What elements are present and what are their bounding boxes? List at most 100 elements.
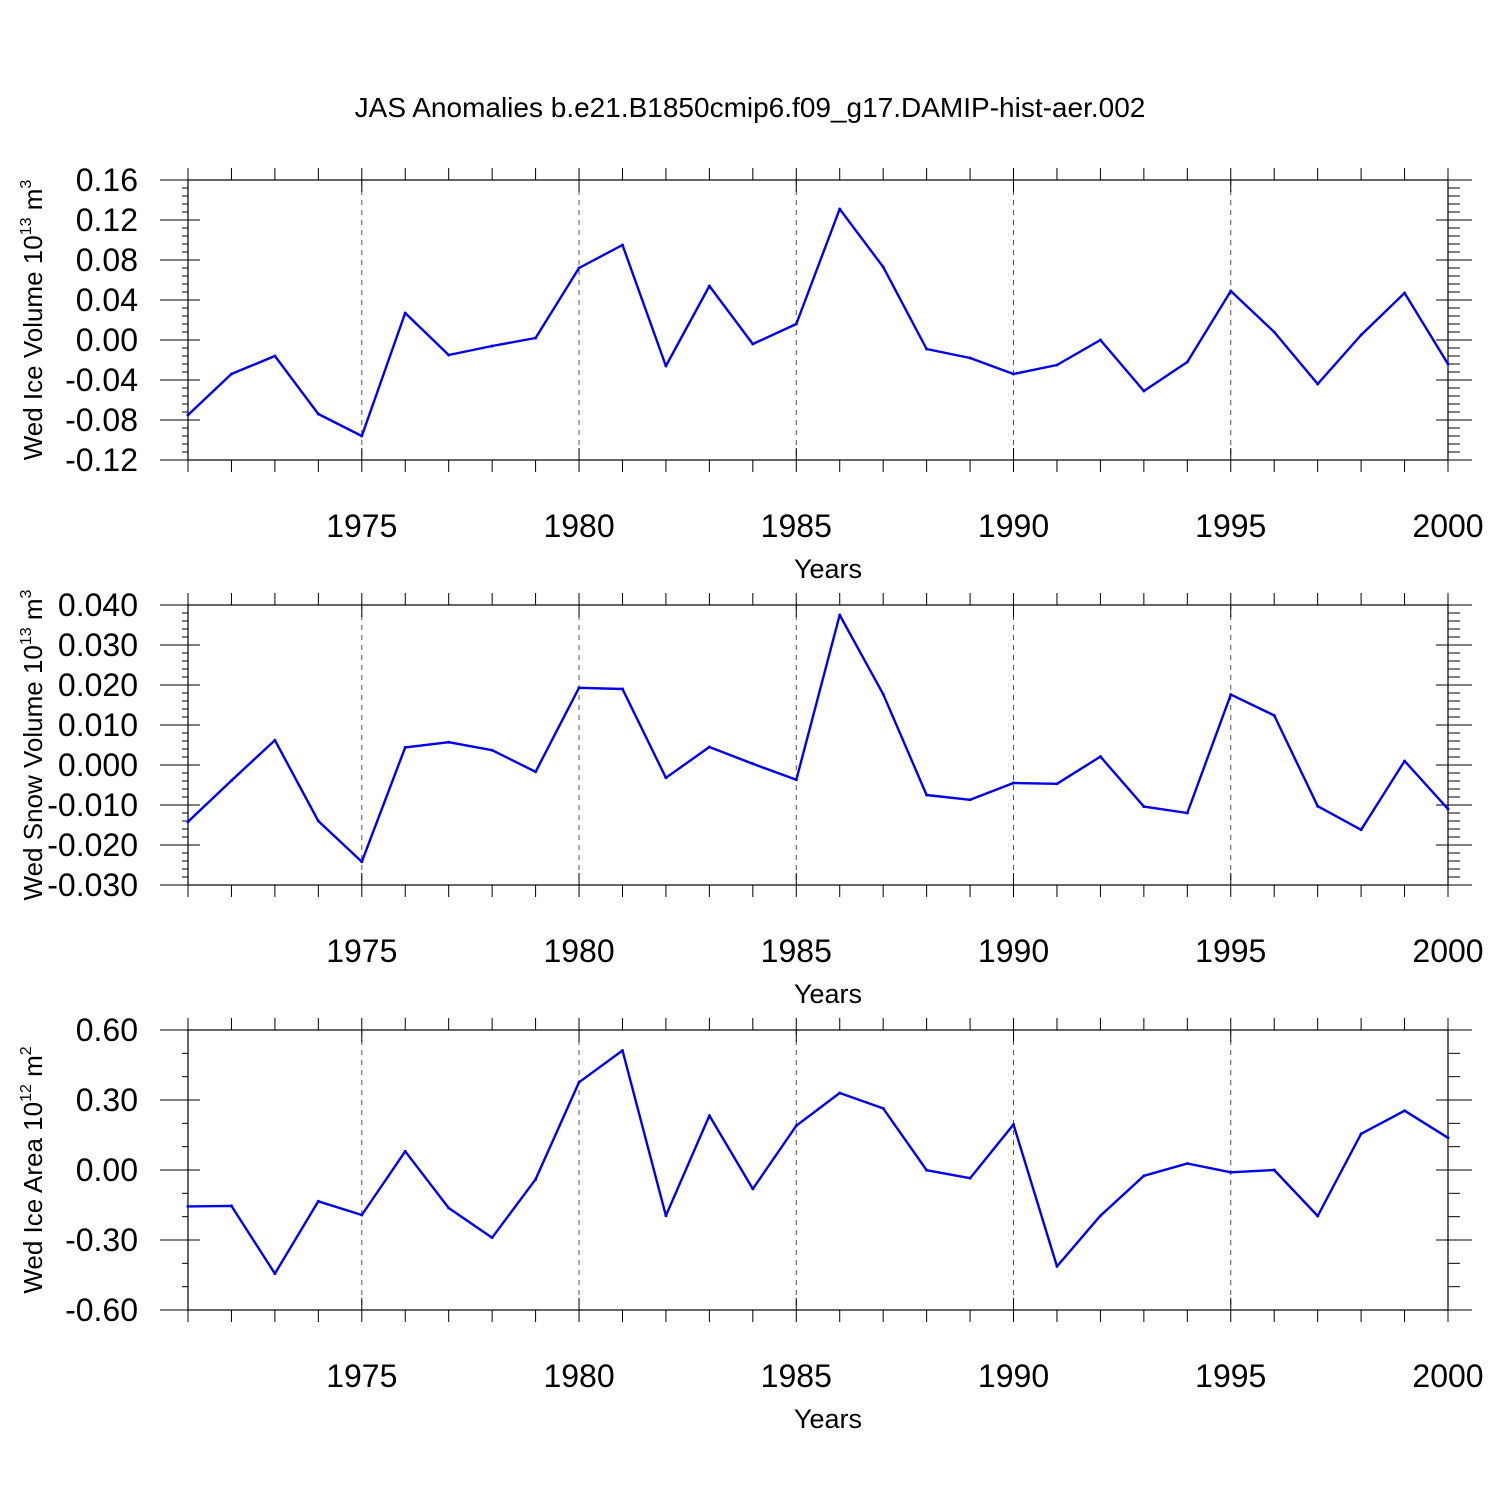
y-tick-label: -0.030 — [47, 867, 138, 903]
data-point — [751, 762, 755, 766]
data-point — [1012, 1123, 1016, 1126]
data-point — [534, 1177, 538, 1181]
data-point — [1142, 805, 1146, 809]
data-point — [186, 1204, 190, 1208]
data-point — [403, 1149, 407, 1153]
data-point — [1403, 759, 1407, 763]
x-tick-label: 1980 — [543, 933, 614, 969]
plot-frame — [187, 604, 1449, 886]
data-point — [620, 1049, 624, 1053]
series-line — [187, 207, 1450, 438]
x-tick-label: 1985 — [761, 508, 832, 544]
data-point — [707, 1114, 711, 1118]
data-point — [534, 336, 538, 340]
data-point — [1446, 362, 1450, 366]
data-point — [925, 1168, 929, 1172]
y-tick-label: 0.020 — [58, 667, 138, 703]
data-point — [881, 692, 885, 696]
data-point — [1272, 330, 1276, 334]
panels: 1975 1980 1985 1990 1995 2000 Years -0.12 -0.08 -… — [18, 162, 1484, 1434]
y-tick-label: -0.04 — [65, 362, 138, 398]
plot-frame — [187, 179, 1449, 461]
data-point — [577, 686, 581, 690]
data-point — [1142, 389, 1146, 393]
y-tick-label: -0.010 — [47, 787, 138, 823]
data-point — [490, 748, 494, 752]
x-tick-label: 1995 — [1195, 508, 1266, 544]
data-point — [1012, 781, 1016, 785]
data-point — [447, 740, 451, 744]
x-tick-label: 1980 — [543, 1358, 614, 1394]
data-point — [794, 322, 798, 326]
data-point — [838, 207, 842, 211]
y-tick-label: 0.04 — [76, 282, 138, 318]
y-axis-label: Wed Ice Area 1012 m2 — [18, 1046, 48, 1293]
x-tick-label: 1975 — [326, 508, 397, 544]
y-tick-label: 0.00 — [76, 322, 138, 358]
data-point — [360, 1213, 364, 1217]
y-tick-label: 0.00 — [76, 1152, 138, 1188]
x-tick-label: 2000 — [1412, 508, 1483, 544]
y-tick-label: 0.030 — [58, 627, 138, 663]
x-tick-label: 2000 — [1412, 1358, 1483, 1394]
data-point — [273, 1272, 277, 1276]
data-point — [360, 860, 364, 864]
data-point — [664, 364, 668, 368]
data-point — [186, 820, 190, 824]
data-point — [925, 793, 929, 797]
data-point — [1185, 360, 1189, 364]
data-point — [273, 738, 277, 742]
chart-title: JAS Anomalies b.e21.B1850cmip6.f09_g17.D… — [355, 92, 1146, 123]
y-tick-label: 0.000 — [58, 747, 138, 783]
x-tick-label: 1990 — [978, 933, 1049, 969]
x-tick-label: 1975 — [326, 1358, 397, 1394]
x-tick-label: 2000 — [1412, 933, 1483, 969]
data-point — [577, 1080, 581, 1084]
data-point — [707, 745, 711, 749]
data-point — [707, 284, 711, 288]
data-point — [925, 347, 929, 351]
data-point — [1142, 1174, 1146, 1178]
data-point — [838, 1091, 842, 1095]
data-point — [664, 776, 668, 780]
y-axis-label: Wed Snow Volume 1013 m3 — [18, 589, 48, 900]
y-tick-label: -0.020 — [47, 827, 138, 863]
data-point — [1316, 1214, 1320, 1218]
data-point — [968, 798, 972, 802]
data-point — [1403, 291, 1407, 295]
data-point — [186, 413, 190, 417]
data-point — [881, 1106, 885, 1110]
data-point — [1229, 1170, 1233, 1174]
y-tick-label: 0.60 — [76, 1012, 138, 1048]
data-point — [360, 434, 364, 438]
panel-1: 1975 1980 1985 1990 1995 2000 Years -0.12 -0.08 -… — [18, 162, 1484, 584]
x-tick-label: 1980 — [543, 508, 614, 544]
data-point — [403, 745, 407, 749]
data-point — [229, 779, 233, 783]
data-point — [620, 687, 624, 691]
y-tick-label: -0.30 — [65, 1222, 138, 1258]
data-point — [447, 1206, 451, 1210]
x-tick-label: 1975 — [326, 933, 397, 969]
data-point — [1359, 1132, 1363, 1136]
data-point — [229, 1204, 233, 1208]
data-point — [881, 265, 885, 269]
data-point — [1403, 1109, 1407, 1113]
data-point — [1359, 828, 1363, 832]
data-point — [316, 819, 320, 823]
data-point — [1272, 713, 1276, 717]
x-tick-label: 1990 — [978, 508, 1049, 544]
data-point — [751, 342, 755, 346]
data-point — [1012, 372, 1016, 376]
data-point — [447, 353, 451, 357]
data-point — [1229, 693, 1233, 697]
x-tick-label: 1995 — [1195, 933, 1266, 969]
y-tick-label: -0.12 — [65, 442, 138, 478]
data-point — [620, 243, 624, 247]
y-tick-label: -0.60 — [65, 1292, 138, 1328]
data-point — [1446, 1136, 1450, 1140]
x-axis-label: Years — [794, 979, 862, 1009]
x-tick-label: 1985 — [761, 933, 832, 969]
panel-3: 1975 1980 1985 1990 1995 2000 Years -0.60 -0.30 0… — [18, 1012, 1484, 1434]
data-point — [794, 778, 798, 782]
